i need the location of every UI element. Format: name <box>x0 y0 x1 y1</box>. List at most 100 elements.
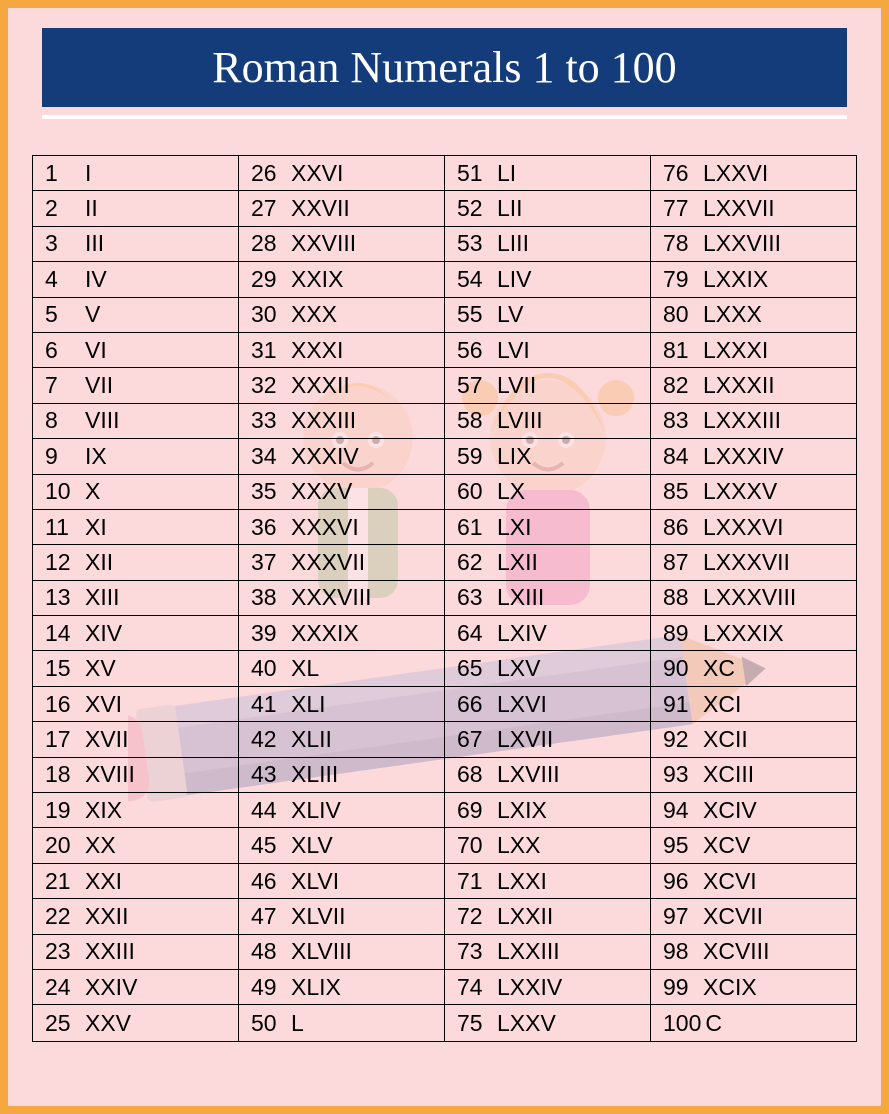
roman-numeral: XX <box>85 832 116 859</box>
roman-numeral: LXXV <box>497 1010 556 1037</box>
table-row: 29XXIX <box>239 262 444 297</box>
table-column: 51LI52LII53LIII54LIV55LV56LVI57LVII58LVI… <box>444 156 650 1041</box>
table-row: 7VII <box>33 368 238 403</box>
arabic-number: 79 <box>663 266 699 293</box>
arabic-number: 14 <box>45 620 81 647</box>
table-row: 84LXXXIV <box>651 439 856 474</box>
table-row: 3III <box>33 227 238 262</box>
arabic-number: 28 <box>251 230 287 257</box>
roman-numeral: LIX <box>497 443 532 470</box>
table-column: 26XXVI27XXVII28XXVIII29XXIX30XXX31XXXI32… <box>238 156 444 1041</box>
arabic-number: 46 <box>251 868 287 895</box>
roman-numeral: LXIV <box>497 620 547 647</box>
roman-numeral: XIII <box>85 584 120 611</box>
table-row: 13XIII <box>33 581 238 616</box>
table-row: 46XLVI <box>239 864 444 899</box>
roman-numeral: LXI <box>497 514 532 541</box>
roman-numeral: XXXV <box>291 478 352 505</box>
table-row: 77LXXVII <box>651 191 856 226</box>
table-row: 47XLVII <box>239 899 444 934</box>
roman-numeral: LVIII <box>497 407 543 434</box>
arabic-number: 97 <box>663 903 699 930</box>
roman-numeral: XCVIII <box>703 938 769 965</box>
roman-numeral: XLII <box>291 726 332 753</box>
table-row: 90XC <box>651 651 856 686</box>
roman-numeral: XCVII <box>703 903 763 930</box>
table-row: 40XL <box>239 651 444 686</box>
arabic-number: 51 <box>457 160 493 187</box>
arabic-number: 1 <box>45 160 81 187</box>
table-row: 93XCIII <box>651 758 856 793</box>
table-row: 69LXIX <box>445 793 650 828</box>
roman-numeral: LXXXVIII <box>703 584 796 611</box>
table-row: 61LXI <box>445 510 650 545</box>
roman-numeral: XII <box>85 549 113 576</box>
roman-numeral: VII <box>85 372 113 399</box>
arabic-number: 19 <box>45 797 81 824</box>
arabic-number: 42 <box>251 726 287 753</box>
table-row: 89LXXXIX <box>651 616 856 651</box>
table-row: 8VIII <box>33 404 238 439</box>
table-row: 41XLI <box>239 687 444 722</box>
roman-numeral: VI <box>85 337 107 364</box>
table-row: 51LI <box>445 156 650 191</box>
table-row: 75LXXV <box>445 1005 650 1040</box>
arabic-number: 2 <box>45 195 81 222</box>
arabic-number: 90 <box>663 655 699 682</box>
roman-numeral: LI <box>497 160 516 187</box>
table-row: 87LXXXVII <box>651 545 856 580</box>
table-row: 26XXVI <box>239 156 444 191</box>
arabic-number: 58 <box>457 407 493 434</box>
roman-numeral-table: 1I2II3III4IV5V6VI7VII8VIII9IX10X11XI12XI… <box>32 155 857 1042</box>
roman-numeral: LXXIII <box>497 938 560 965</box>
roman-numeral: LXXIV <box>497 974 562 1001</box>
roman-numeral: LXXII <box>497 903 553 930</box>
roman-numeral: LXII <box>497 549 538 576</box>
arabic-number: 64 <box>457 620 493 647</box>
arabic-number: 93 <box>663 761 699 788</box>
arabic-number: 13 <box>45 584 81 611</box>
table-row: 32XXXII <box>239 368 444 403</box>
table-column: 76LXXVI77LXXVII78LXXVIII79LXXIX80LXXX81L… <box>650 156 856 1041</box>
roman-numeral: XCI <box>703 691 741 718</box>
table-row: 60LX <box>445 475 650 510</box>
roman-numeral: XCIX <box>703 974 757 1001</box>
arabic-number: 48 <box>251 938 287 965</box>
roman-numeral: XXVI <box>291 160 343 187</box>
table-row: 62LXII <box>445 545 650 580</box>
roman-numeral: X <box>85 478 100 505</box>
table-row: 56LVI <box>445 333 650 368</box>
roman-numeral: XLVII <box>291 903 346 930</box>
arabic-number: 25 <box>45 1010 81 1037</box>
roman-numeral: LXX <box>497 832 540 859</box>
arabic-number: 81 <box>663 337 699 364</box>
arabic-number: 91 <box>663 691 699 718</box>
arabic-number: 22 <box>45 903 81 930</box>
roman-numeral: LXXXVI <box>703 514 784 541</box>
roman-numeral: XXXIV <box>291 443 359 470</box>
table-row: 31XXXI <box>239 333 444 368</box>
arabic-number: 73 <box>457 938 493 965</box>
roman-numeral: LXIII <box>497 584 544 611</box>
table-row: 44XLIV <box>239 793 444 828</box>
arabic-number: 44 <box>251 797 287 824</box>
roman-numeral: XCIII <box>703 761 754 788</box>
arabic-number: 21 <box>45 868 81 895</box>
table-row: 36XXXVI <box>239 510 444 545</box>
arabic-number: 31 <box>251 337 287 364</box>
roman-numeral: I <box>85 160 91 187</box>
arabic-number: 7 <box>45 372 81 399</box>
table-row: 78LXXVIII <box>651 227 856 262</box>
roman-numeral: XLV <box>291 832 333 859</box>
roman-numeral: XXIX <box>291 266 343 293</box>
table-row: 68LXVIII <box>445 758 650 793</box>
table-row: 74LXXIV <box>445 970 650 1005</box>
roman-numeral: LXXVIII <box>703 230 781 257</box>
arabic-number: 55 <box>457 301 493 328</box>
arabic-number: 39 <box>251 620 287 647</box>
roman-numeral: XXXIII <box>291 407 356 434</box>
roman-numeral: XXVII <box>291 195 350 222</box>
table-row: 30XXX <box>239 298 444 333</box>
table-row: 70LXX <box>445 828 650 863</box>
arabic-number: 72 <box>457 903 493 930</box>
